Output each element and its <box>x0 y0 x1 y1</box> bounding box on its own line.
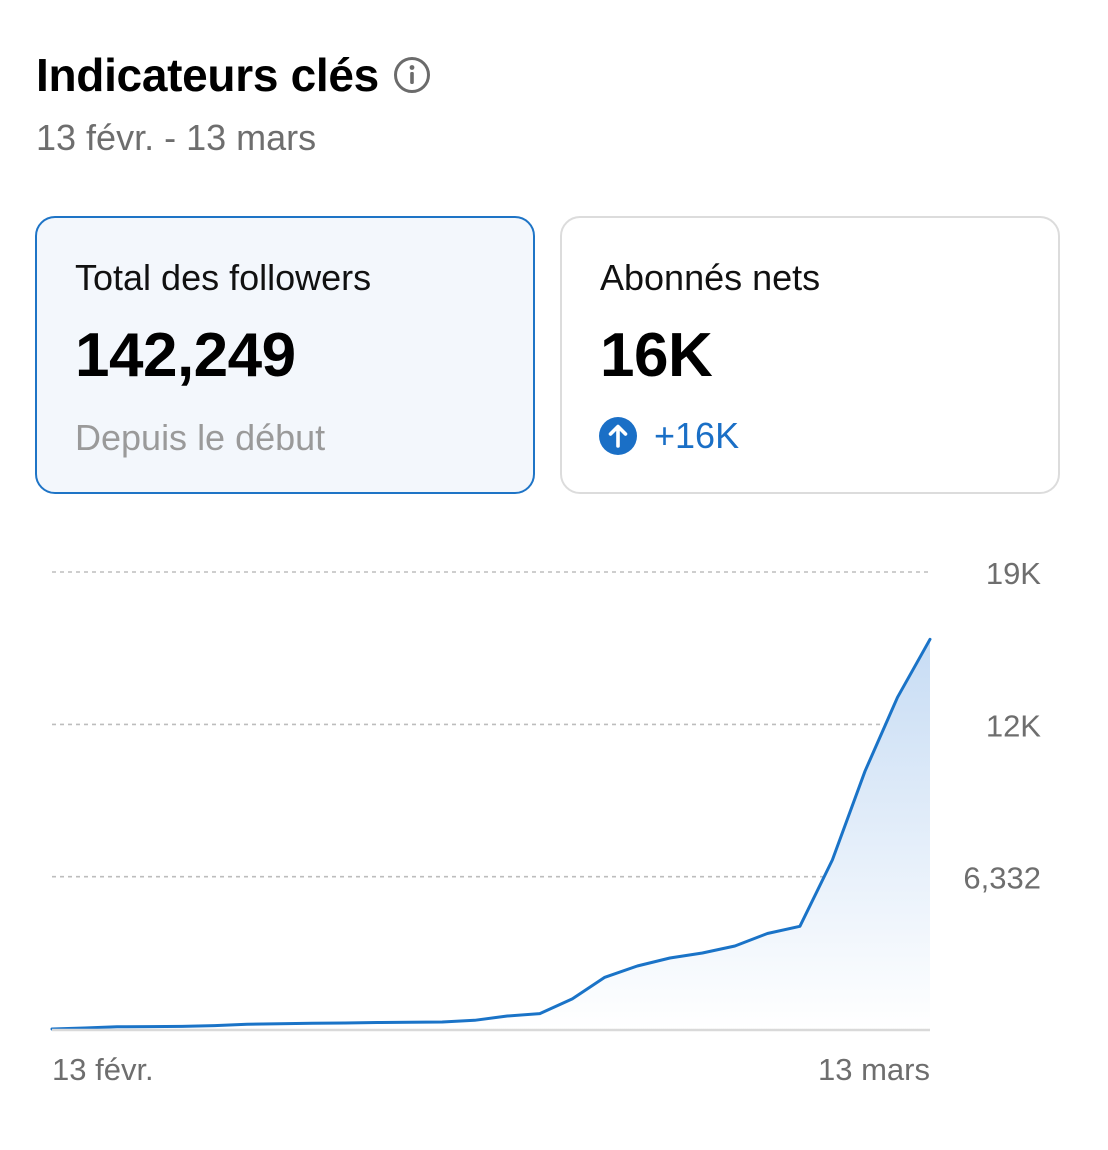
total-followers-subtitle: Depuis le début <box>75 417 326 458</box>
page-title: Indicateurs clés <box>36 49 379 101</box>
x-tick-label: 13 févr. <box>52 1052 154 1087</box>
net-followers-card[interactable]: Abonnés nets 16K +16K <box>560 216 1060 494</box>
series-area <box>52 639 930 1029</box>
net-followers-change: +16K <box>598 414 739 458</box>
date-range: 13 févr. - 13 mars <box>36 117 317 158</box>
total-followers-value: 142,249 <box>75 321 296 390</box>
total-followers-card[interactable]: Total des followers 142,249 Depuis le dé… <box>35 216 535 494</box>
title-row: Indicateurs clés <box>36 44 431 106</box>
x-tick-label: 13 mars <box>818 1052 930 1087</box>
followers-chart: 19K 12K 6,332 13 févr. 13 mars <box>50 556 1041 1087</box>
total-followers-label: Total des followers <box>75 257 372 298</box>
info-icon[interactable] <box>393 56 431 94</box>
net-followers-change-value: +16K <box>654 415 740 456</box>
net-followers-label: Abonnés nets <box>600 257 821 298</box>
net-followers-value: 16K <box>600 321 713 390</box>
y-tick-label: 12K <box>986 708 1041 743</box>
header: Indicateurs clés 13 févr. - 13 mars <box>36 44 431 160</box>
y-tick-label: 19K <box>986 556 1041 591</box>
y-tick-label: 6,332 <box>963 861 1041 896</box>
series-line <box>50 637 932 1031</box>
arrow-up-icon <box>598 416 638 456</box>
